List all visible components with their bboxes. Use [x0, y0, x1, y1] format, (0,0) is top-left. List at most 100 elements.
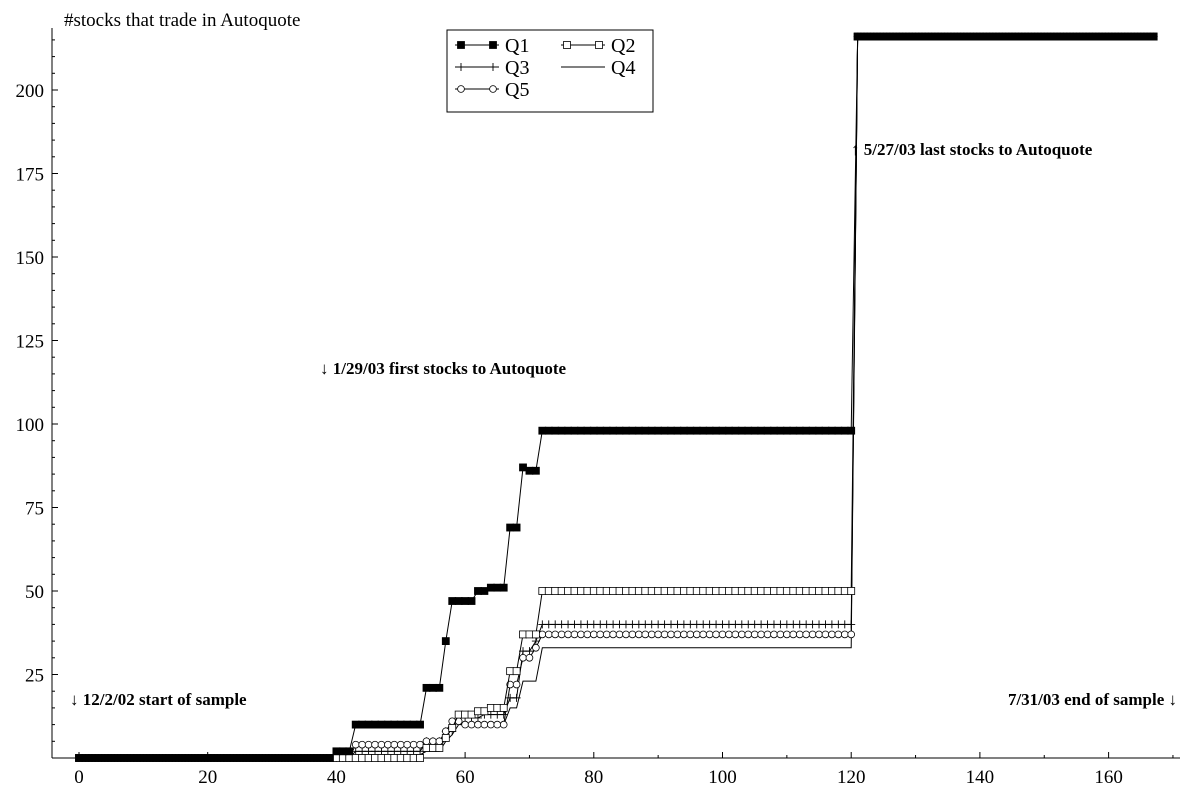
data-point [654, 426, 663, 435]
data-point [525, 653, 534, 662]
data-point [358, 740, 366, 749]
data-point [493, 720, 502, 729]
data-point [1091, 32, 1100, 41]
data-point [699, 630, 707, 639]
data-point [827, 426, 836, 435]
data-point [1001, 32, 1010, 41]
data-point [570, 587, 579, 595]
data-point [1033, 32, 1042, 41]
data-point [815, 630, 823, 639]
data-point [911, 32, 920, 41]
data-point [731, 587, 740, 595]
data-point [602, 587, 611, 595]
data-point [969, 32, 978, 41]
data-point [457, 63, 465, 71]
y-tick-label: 50 [25, 582, 44, 603]
data-point [789, 426, 798, 435]
data-point [725, 587, 733, 595]
data-point [403, 754, 412, 762]
data-point [1085, 32, 1094, 41]
data-point [351, 720, 360, 729]
data-point [763, 426, 772, 435]
data-point [866, 32, 875, 41]
data-point [409, 754, 418, 762]
data-point [486, 583, 495, 592]
data-point [783, 630, 791, 639]
data-point [667, 587, 675, 595]
data-point [686, 587, 695, 595]
data-point [441, 637, 450, 645]
legend-label: Q1 [505, 35, 529, 57]
data-point [274, 754, 283, 762]
data-point [937, 32, 946, 41]
data-point [1059, 32, 1068, 41]
data-point [712, 426, 720, 435]
y-tick-label: 75 [25, 499, 44, 520]
data-point [596, 587, 605, 595]
data-point [557, 426, 566, 435]
data-point [834, 426, 843, 435]
data-point [589, 630, 598, 639]
data-point [268, 754, 276, 762]
data-point [1104, 32, 1113, 41]
data-point [943, 32, 952, 41]
data-point [795, 426, 804, 435]
data-point [596, 426, 605, 435]
data-point [441, 734, 450, 742]
data-point [834, 587, 843, 595]
data-point [416, 754, 424, 762]
data-point [828, 630, 836, 639]
data-point [1046, 32, 1055, 41]
data-point [583, 426, 592, 435]
data-point [429, 744, 437, 752]
legend-entry-q3: Q3 [455, 57, 529, 79]
data-point [190, 754, 199, 762]
data-point [326, 754, 334, 762]
data-point [879, 32, 888, 41]
data-point [924, 32, 933, 41]
data-point [782, 426, 791, 435]
data-point [750, 426, 759, 435]
data-point [905, 32, 914, 41]
data-point [634, 587, 643, 595]
data-point [744, 587, 753, 595]
data-point [435, 744, 444, 752]
data-point [712, 587, 720, 595]
data-point [770, 587, 778, 595]
data-point [699, 426, 708, 435]
legend-label: Q5 [505, 79, 529, 101]
data-point [474, 707, 482, 716]
data-point [126, 754, 135, 762]
data-point [489, 85, 497, 93]
data-point [364, 754, 373, 762]
data-point [145, 754, 154, 762]
data-point [113, 754, 122, 762]
data-point [976, 32, 984, 41]
data-point [467, 710, 476, 719]
data-point [396, 720, 405, 729]
data-point [609, 587, 618, 595]
data-point [248, 754, 257, 762]
data-point [679, 426, 688, 435]
legend-entry-q4: Q4 [561, 57, 635, 79]
data-point [995, 32, 1004, 41]
legend-box [446, 29, 654, 113]
data-point [531, 466, 540, 475]
data-point [615, 587, 624, 595]
data-point [712, 630, 720, 639]
data-point [467, 597, 476, 605]
legend: Q1 Q2 Q3 Q4 Q5 [446, 29, 654, 113]
legend-label: Q2 [611, 35, 635, 57]
data-point [435, 683, 444, 692]
data-point [705, 630, 714, 639]
data-point [692, 587, 701, 595]
data-point [557, 630, 566, 639]
data-point [429, 737, 437, 746]
data-point [737, 426, 746, 435]
data-point [647, 587, 656, 595]
data-point [531, 630, 540, 639]
data-point [1098, 32, 1107, 41]
data-point [512, 523, 521, 532]
data-point [628, 587, 637, 595]
data-point [551, 426, 560, 435]
